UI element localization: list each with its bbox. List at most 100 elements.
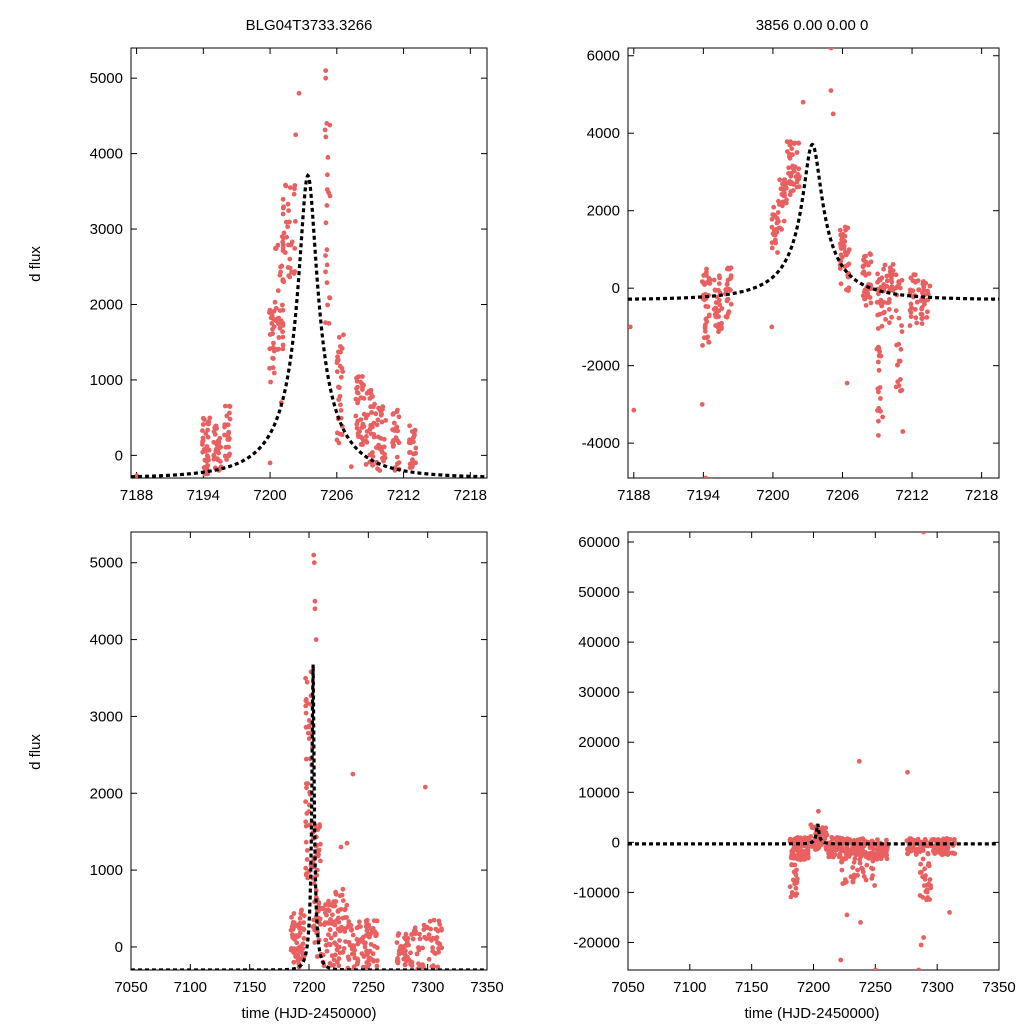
data-point xyxy=(285,265,291,270)
data-point xyxy=(874,299,880,305)
data-point xyxy=(306,809,312,815)
data-point xyxy=(843,855,848,861)
data-point xyxy=(374,963,380,969)
data-point xyxy=(940,844,945,850)
data-point xyxy=(321,922,327,928)
data-point xyxy=(332,931,338,936)
data-point xyxy=(701,292,706,298)
data-point xyxy=(880,310,886,316)
data-point xyxy=(327,927,333,933)
data-point xyxy=(876,353,882,359)
data-point xyxy=(368,942,374,947)
data-point xyxy=(205,421,211,426)
data-point xyxy=(405,936,411,941)
y-tick-label: 0 xyxy=(115,447,123,464)
data-point xyxy=(355,374,361,380)
data-point xyxy=(346,919,352,924)
y-tick-label: -4000 xyxy=(582,435,620,452)
data-point xyxy=(876,291,881,297)
data-point xyxy=(202,417,207,422)
data-point xyxy=(828,844,833,850)
y-tick-label: 2000 xyxy=(587,203,620,220)
data-point xyxy=(336,956,342,962)
data-point xyxy=(340,369,346,374)
data-point xyxy=(935,848,941,853)
data-point xyxy=(711,277,717,283)
data-point xyxy=(293,132,299,138)
data-point xyxy=(372,929,378,934)
data-point xyxy=(898,377,903,382)
data-point xyxy=(794,150,800,155)
data-point xyxy=(292,186,297,192)
data-point xyxy=(417,936,423,942)
data-point xyxy=(368,404,373,410)
data-point xyxy=(890,268,896,274)
data-point xyxy=(279,234,285,240)
data-point xyxy=(914,320,920,326)
data-point xyxy=(868,259,874,265)
data-point xyxy=(303,710,309,716)
x-tick-label: 7194 xyxy=(687,487,720,504)
y-tick-label: 4000 xyxy=(587,125,620,142)
data-point xyxy=(227,451,233,457)
data-point xyxy=(900,429,906,434)
data-point xyxy=(311,552,317,558)
data-point xyxy=(358,395,364,400)
data-point xyxy=(350,771,356,777)
data-point xyxy=(876,433,881,438)
data-point xyxy=(908,314,914,319)
x-axis-label-right: time (HJD-2450000) xyxy=(744,1005,879,1022)
data-point xyxy=(885,300,891,306)
plot-frame xyxy=(627,47,1000,479)
data-point xyxy=(844,287,849,293)
data-point xyxy=(311,923,317,929)
data-point xyxy=(374,958,380,964)
data-point xyxy=(364,928,370,933)
data-point xyxy=(375,417,381,423)
data-point xyxy=(863,253,868,259)
data-point xyxy=(273,305,279,311)
data-point xyxy=(303,819,309,825)
data-point xyxy=(377,468,383,473)
data-point xyxy=(876,848,882,854)
data-point xyxy=(360,374,365,379)
data-point xyxy=(402,943,408,949)
data-point xyxy=(410,463,415,469)
data-point xyxy=(913,849,919,855)
data-point xyxy=(325,172,330,178)
data-point xyxy=(712,287,718,293)
data-point xyxy=(346,940,352,945)
data-point xyxy=(769,224,775,230)
data-point xyxy=(851,838,857,843)
data-point xyxy=(281,230,287,236)
data-point xyxy=(777,225,783,231)
data-point xyxy=(907,837,912,843)
data-point xyxy=(436,918,442,924)
data-point xyxy=(917,870,923,875)
data-point xyxy=(897,358,903,364)
data-point xyxy=(856,758,862,764)
data-point xyxy=(212,425,218,431)
data-point xyxy=(893,272,899,278)
data-point xyxy=(705,334,711,340)
data-point xyxy=(874,856,880,862)
data-point xyxy=(355,418,361,424)
data-point xyxy=(312,940,318,945)
data-point xyxy=(823,825,829,831)
data-point xyxy=(775,210,781,215)
data-point xyxy=(884,273,890,279)
data-point xyxy=(792,862,798,868)
data-point xyxy=(867,251,873,257)
data-point xyxy=(324,203,330,208)
fit-curve xyxy=(628,142,999,301)
data-point xyxy=(410,457,415,463)
panels: 7188 7194 7200 7206 7212 7218 0 1000 2000 3000 400… xyxy=(90,47,1016,996)
y-tick-label: 0 xyxy=(612,280,620,297)
data-point xyxy=(864,862,870,868)
data-point xyxy=(855,837,860,843)
data-point xyxy=(808,834,814,839)
x-tick-label: 7250 xyxy=(859,979,892,996)
data-point xyxy=(338,402,343,408)
data-point xyxy=(844,380,850,386)
data-point xyxy=(869,876,875,881)
